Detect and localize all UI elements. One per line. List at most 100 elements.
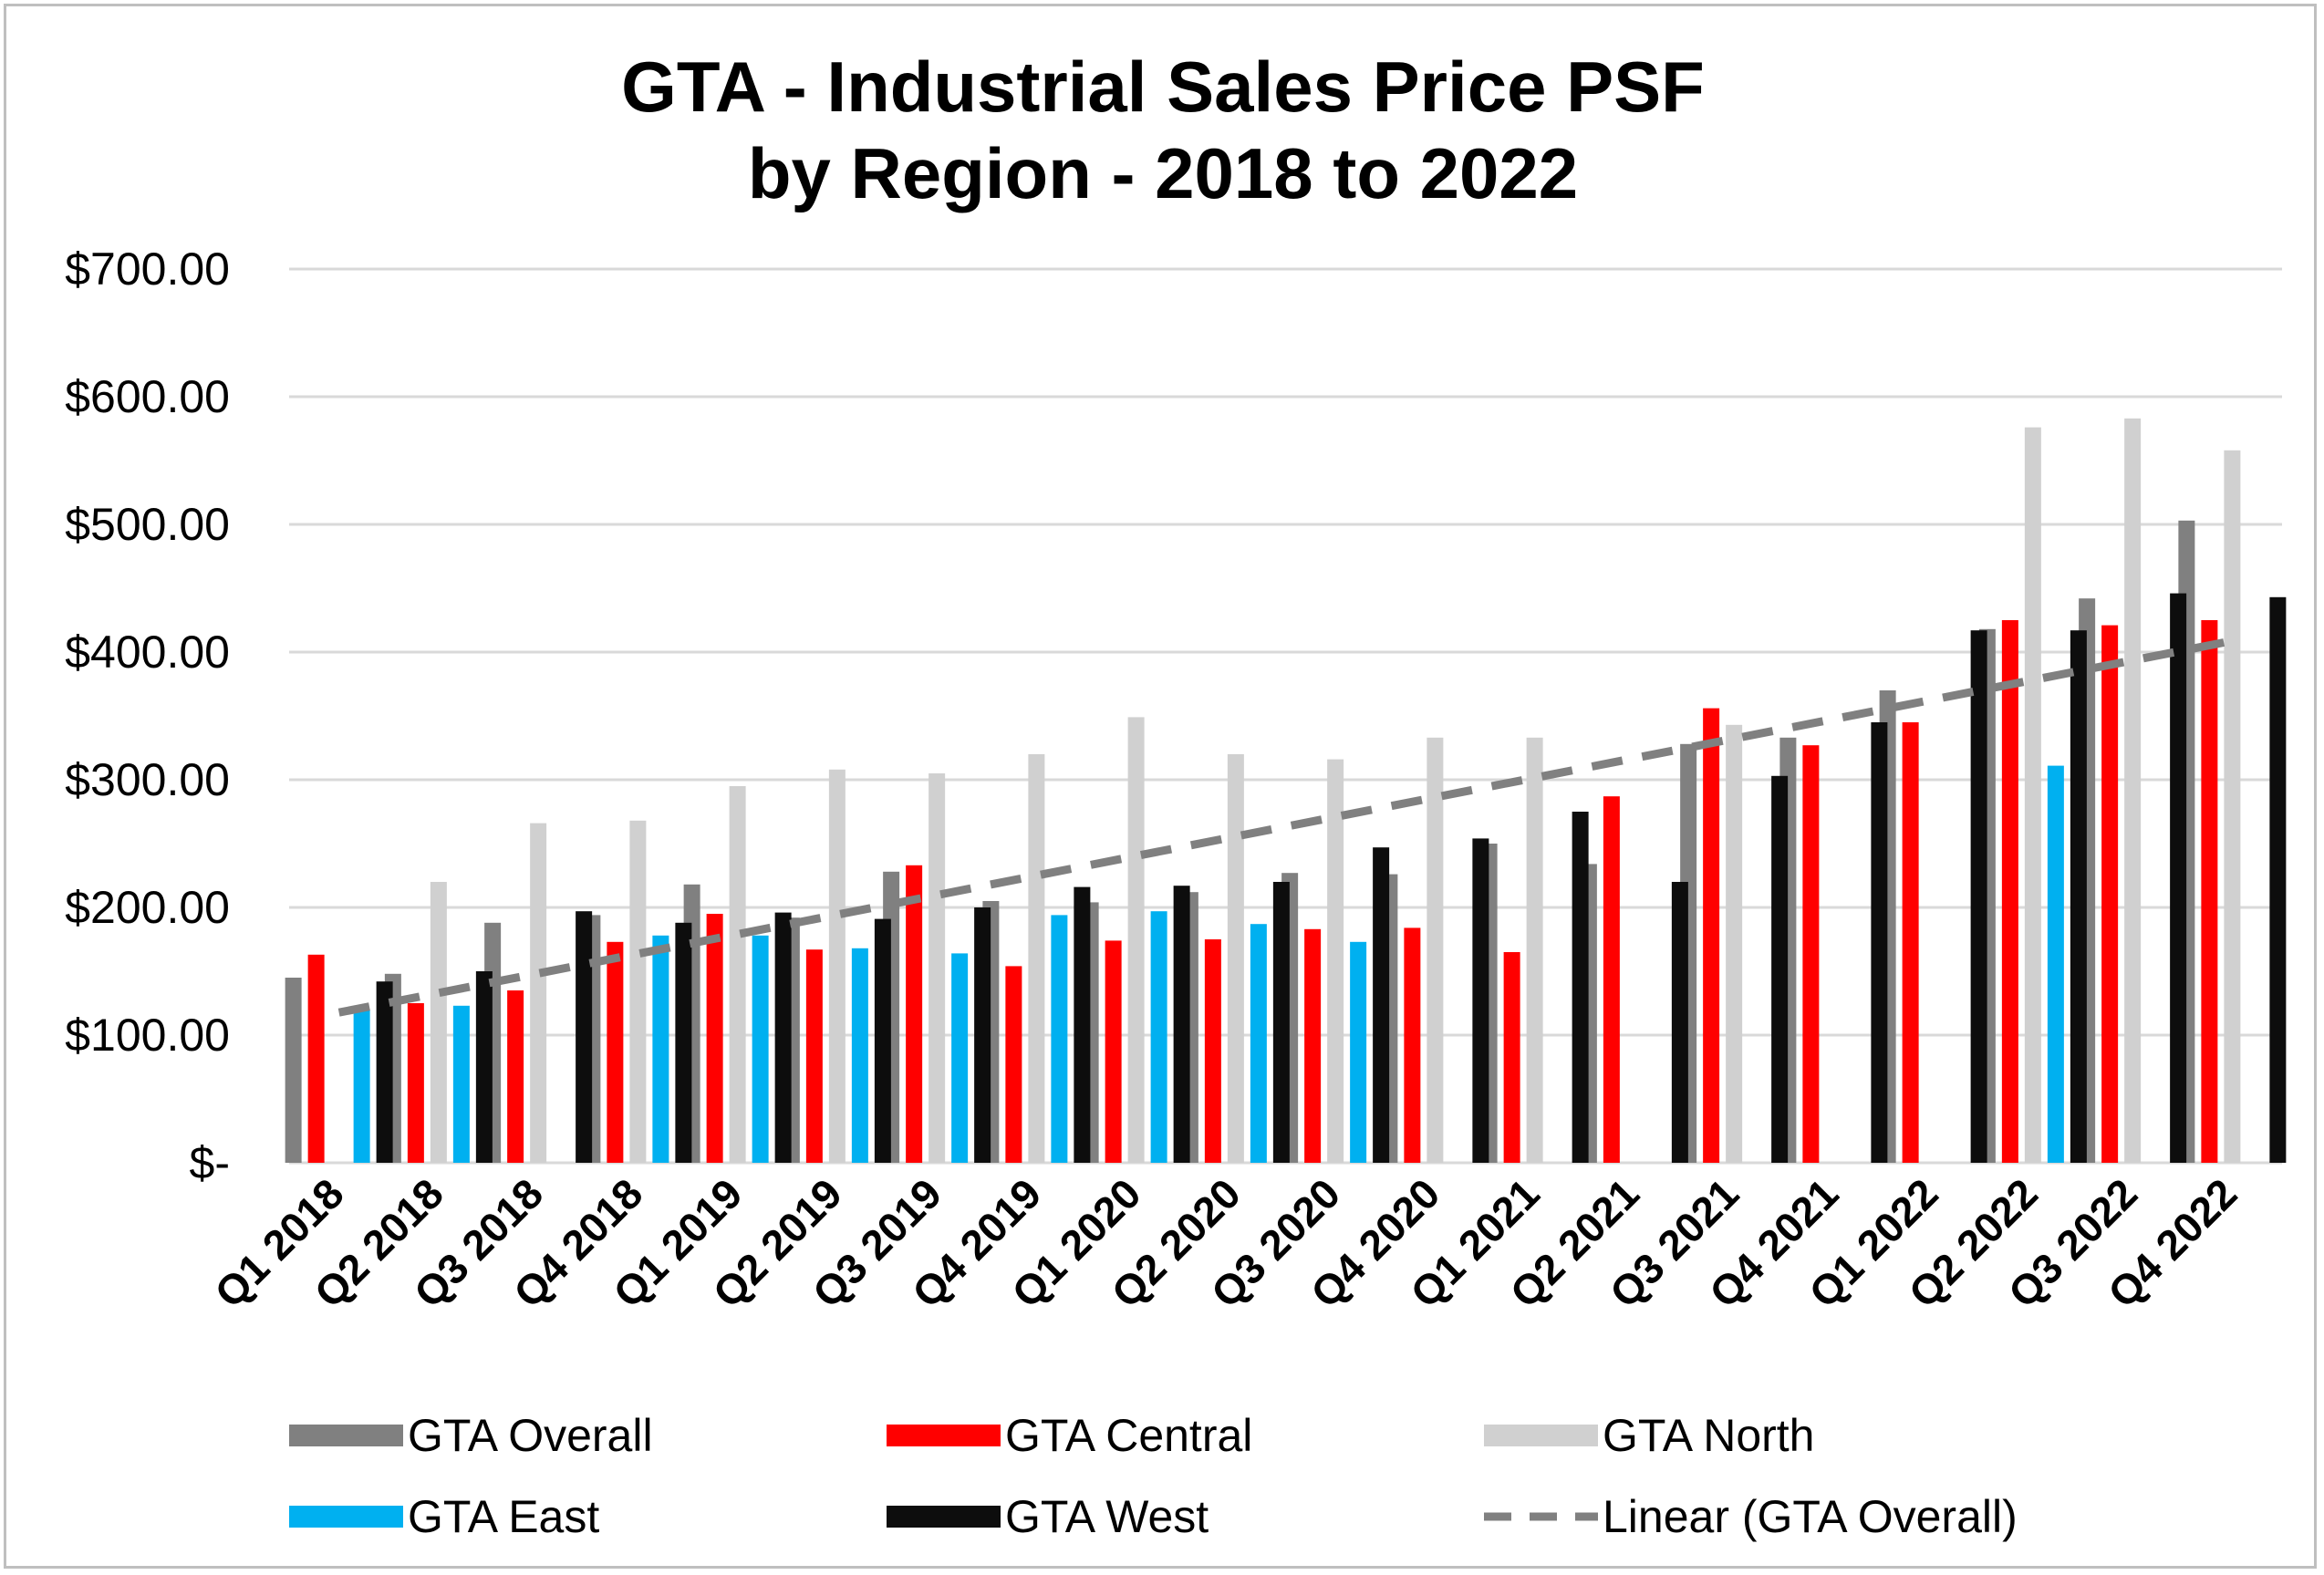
legend-swatch: [887, 1425, 1001, 1446]
trendline: [337, 637, 2234, 1017]
bar-gta-west-q2-2021: [1671, 882, 1688, 1163]
bar-gta-north-q4-2022: [2224, 450, 2241, 1163]
y-tick-label: $-: [190, 1137, 230, 1188]
legend-label: GTA North: [1603, 1410, 1814, 1461]
bar-gta-north-q3-2022: [2124, 418, 2142, 1163]
bar-gta-central-q2-2018: [407, 1003, 424, 1163]
bar-gta-overall-q1-2018: [285, 978, 302, 1163]
bar-gta-east-q3-2020: [1350, 941, 1367, 1163]
bar-gta-north-q3-2020: [1327, 759, 1344, 1163]
bar-gta-west-q4-2022: [2269, 596, 2287, 1163]
legend-item-gta-west: GTA West: [887, 1491, 1209, 1542]
bar-gta-central-q3-2019: [906, 865, 923, 1163]
legend-label: GTA Central: [1005, 1410, 1252, 1461]
bar-gta-west-q1-2019: [774, 912, 792, 1163]
bar-gta-east-q2-2019: [851, 948, 868, 1163]
bar-gta-north-q1-2020: [1127, 717, 1145, 1163]
bar-gta-west-q3-2022: [2170, 593, 2187, 1163]
bar-gta-central-q1-2018: [307, 954, 325, 1163]
bar-gta-north-q2-2022: [2024, 427, 2041, 1164]
bar-gta-north-q2-2018: [430, 882, 447, 1163]
y-tick-label: $200.00: [65, 882, 230, 933]
bar-gta-central-q2-2022: [2001, 620, 2018, 1163]
bar-gta-central-q3-2021: [1703, 708, 1720, 1163]
bar-gta-central-q2-2021: [1603, 796, 1620, 1163]
bar-gta-west-q1-2018: [376, 981, 393, 1163]
bar-gta-north-q4-2018: [629, 820, 647, 1163]
y-tick-label: $600.00: [65, 371, 230, 422]
bar-gta-north-q3-2019: [929, 773, 946, 1163]
y-tick-label: $700.00: [65, 244, 230, 295]
bar-gta-east-q3-2019: [951, 953, 969, 1163]
chart-frame: GTA - Industrial Sales Price PSF by Regi…: [4, 4, 2317, 1569]
legend-item-gta-central: GTA Central: [887, 1410, 1252, 1461]
bar-gta-north-q1-2021: [1526, 737, 1543, 1163]
legend-label: Linear (GTA Overall): [1603, 1491, 2018, 1542]
bar-gta-central-q3-2018: [507, 990, 524, 1163]
bar-gta-north-q1-2019: [729, 786, 746, 1163]
y-tick-label: $300.00: [65, 754, 230, 805]
legend-label: GTA Overall: [408, 1410, 653, 1461]
bar-gta-central-q2-2020: [1204, 939, 1221, 1163]
bar-gta-central-q4-2018: [607, 941, 624, 1163]
bar-gta-central-q4-2022: [2201, 620, 2218, 1163]
legend-label: GTA East: [408, 1491, 599, 1542]
legend-item-gta-overall: GTA Overall: [289, 1410, 653, 1461]
bar-gta-west-q1-2020: [1173, 886, 1190, 1163]
bar-gta-central-q1-2019: [706, 914, 723, 1163]
trendline-linear-gta-overall: [337, 637, 2234, 1017]
chart-title: GTA - Industrial Sales Price PSF: [621, 47, 1705, 127]
bar-gta-north-q2-2020: [1227, 754, 1244, 1163]
bar-gta-west-q3-2018: [576, 911, 593, 1163]
bars: [285, 418, 2287, 1164]
legend-swatch: [289, 1506, 403, 1528]
legend-item-gta-east: GTA East: [289, 1491, 599, 1542]
bar-gta-central-q3-2022: [2101, 625, 2119, 1163]
bar-gta-west-q4-2019: [1074, 886, 1091, 1163]
bar-gta-north-q2-2019: [828, 769, 846, 1163]
bar-gta-west-q1-2022: [1970, 630, 1987, 1163]
bar-gta-north-q3-2018: [530, 823, 547, 1163]
bar-gta-east-q4-2019: [1051, 915, 1068, 1163]
legend-label: GTA West: [1005, 1491, 1209, 1542]
chart-subtitle: by Region - 2018 to 2022: [748, 133, 1578, 213]
y-tick-label: $400.00: [65, 627, 230, 678]
bar-gta-central-q1-2022: [1902, 722, 1919, 1163]
bar-gta-west-q3-2021: [1771, 775, 1789, 1163]
legend-swatch: [887, 1506, 1001, 1528]
bar-gta-north-q4-2020: [1427, 737, 1444, 1163]
bar-gta-central-q3-2020: [1304, 928, 1322, 1163]
bar-gta-central-q1-2020: [1105, 940, 1122, 1163]
y-tick-label: $100.00: [65, 1010, 230, 1061]
legend: GTA Overall GTA Central GTA North GTA East G…: [289, 1410, 2018, 1542]
y-tick-label: $500.00: [65, 499, 230, 550]
bar-gta-east-q1-2020: [1150, 911, 1167, 1163]
bar-gta-east-q1-2018: [353, 1010, 370, 1163]
bar-gta-west-q3-2019: [974, 907, 991, 1163]
bar-gta-west-q4-2021: [1871, 722, 1888, 1163]
bar-gta-west-q4-2020: [1472, 838, 1489, 1163]
bar-gta-north-q4-2019: [1028, 754, 1045, 1163]
legend-item-gta-north: GTA North: [1484, 1410, 1814, 1461]
bar-gta-east-q2-2020: [1250, 924, 1267, 1163]
bar-gta-east-q2-2022: [2047, 765, 2064, 1163]
bar-gta-west-q4-2018: [675, 922, 692, 1163]
y-axis-ticks: $- $100.00 $200.00 $300.00 $400.00 $500.00 $60…: [65, 244, 230, 1188]
bar-chart: GTA - Industrial Sales Price PSF by Regi…: [65, 47, 2287, 1542]
bar-gta-central-q4-2021: [1802, 745, 1820, 1163]
bar-gta-east-q2-2018: [452, 1005, 470, 1163]
bar-gta-west-q2-2020: [1272, 882, 1290, 1163]
bar-gta-west-q2-2019: [874, 918, 891, 1163]
bar-gta-west-q1-2021: [1572, 812, 1589, 1163]
bar-gta-west-q2-2022: [2070, 630, 2087, 1163]
bar-gta-central-q4-2019: [1005, 966, 1022, 1163]
bar-gta-central-q1-2021: [1503, 952, 1520, 1163]
bar-gta-east-q1-2019: [752, 935, 769, 1163]
bar-gta-west-q3-2020: [1373, 847, 1390, 1163]
bar-gta-central-q2-2019: [805, 949, 823, 1163]
bar-gta-west-q2-2018: [475, 971, 493, 1163]
legend-swatch: [289, 1425, 403, 1446]
legend-swatch: [1484, 1425, 1598, 1446]
legend-item-linear-gta-overall: Linear (GTA Overall): [1484, 1491, 2018, 1542]
